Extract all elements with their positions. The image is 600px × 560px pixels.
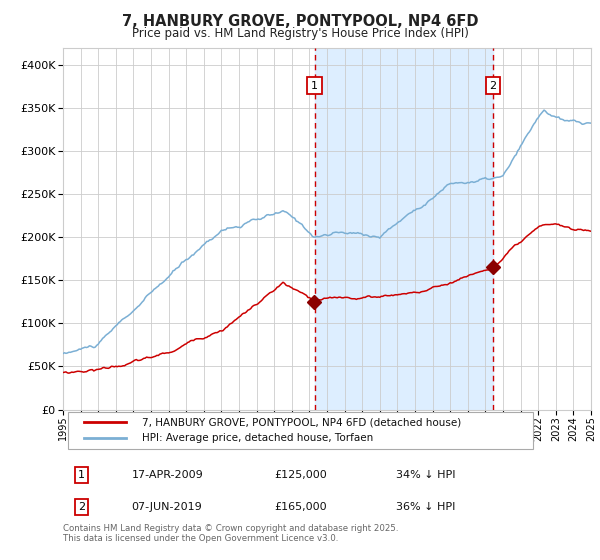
Text: 2: 2 (78, 502, 85, 512)
Text: Contains HM Land Registry data © Crown copyright and database right 2025.
This d: Contains HM Land Registry data © Crown c… (63, 524, 398, 543)
Text: 1: 1 (78, 470, 85, 480)
Text: 34% ↓ HPI: 34% ↓ HPI (395, 470, 455, 480)
FancyBboxPatch shape (68, 412, 533, 449)
Text: 1: 1 (311, 81, 318, 91)
Text: 2: 2 (490, 81, 497, 91)
Text: HPI: Average price, detached house, Torfaen: HPI: Average price, detached house, Torf… (142, 433, 373, 444)
Bar (314, 48, 493, 409)
Text: £165,000: £165,000 (274, 502, 327, 512)
Text: 7, HANBURY GROVE, PONTYPOOL, NP4 6FD (detached house): 7, HANBURY GROVE, PONTYPOOL, NP4 6FD (de… (142, 418, 461, 427)
Text: 36% ↓ HPI: 36% ↓ HPI (395, 502, 455, 512)
Text: 07-JUN-2019: 07-JUN-2019 (131, 502, 202, 512)
Text: 17-APR-2009: 17-APR-2009 (131, 470, 203, 480)
Text: Price paid vs. HM Land Registry's House Price Index (HPI): Price paid vs. HM Land Registry's House … (131, 27, 469, 40)
Text: £125,000: £125,000 (274, 470, 327, 480)
Text: 7, HANBURY GROVE, PONTYPOOL, NP4 6FD: 7, HANBURY GROVE, PONTYPOOL, NP4 6FD (122, 14, 478, 29)
